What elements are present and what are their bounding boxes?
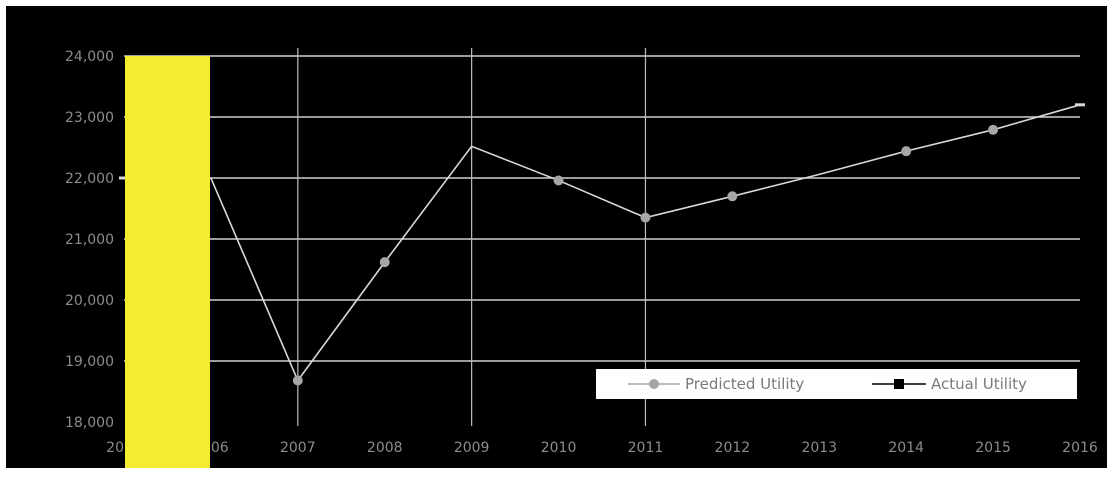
predicted-utility-point-2014 bbox=[901, 146, 912, 157]
gridlines bbox=[124, 55, 1080, 362]
x-tick-label: 2013 bbox=[801, 440, 837, 456]
x-tick-label: 2012 bbox=[715, 440, 751, 456]
actual-utility-marker-2016 bbox=[1075, 103, 1085, 107]
y-axis-tick-labels: 18,000 19,000 20,000 21,000 22,000 23,000 24,0… bbox=[65, 49, 114, 431]
series-line-actual-utility bbox=[124, 104, 1081, 383]
x-tick-label: 2008 bbox=[367, 440, 403, 456]
legend: Predicted Utility Actual Utility bbox=[596, 369, 1077, 399]
actual-utility-marker-2005 bbox=[119, 176, 129, 180]
predicted-utility-point-2008 bbox=[379, 257, 390, 268]
y-tick-label: 20,000 bbox=[65, 293, 114, 309]
x-tick-label: 2011 bbox=[628, 440, 664, 456]
legend-label-actual-utility: Actual Utility bbox=[931, 375, 1027, 393]
x-tick-label: 2016 bbox=[1062, 440, 1098, 456]
series-layer bbox=[119, 103, 1085, 386]
vertical-highlight-lines bbox=[297, 48, 647, 426]
y-tick-label: 21,000 bbox=[65, 232, 114, 248]
predicted-utility-point-2012 bbox=[727, 191, 738, 202]
y-tick-label: 22,000 bbox=[65, 171, 114, 187]
legend-marker-predicted-utility bbox=[649, 379, 659, 389]
predicted-utility-point-2010 bbox=[553, 175, 564, 186]
x-tick-label: 2014 bbox=[888, 440, 924, 456]
y-tick-label: 19,000 bbox=[65, 354, 114, 370]
x-tick-label: 2009 bbox=[454, 440, 490, 456]
predicted-utility-point-2015 bbox=[988, 124, 999, 135]
predicted-utility-point-2011 bbox=[640, 212, 651, 223]
utility-line-chart: 18,000 19,000 20,000 21,000 22,000 23,000 24,0… bbox=[65, 48, 1098, 468]
predicted-utility-point-2007 bbox=[292, 375, 303, 386]
yellow-overlay bbox=[125, 56, 210, 468]
chart-frame: 18,000 19,000 20,000 21,000 22,000 23,000 24,0… bbox=[6, 6, 1107, 468]
y-tick-label: 24,000 bbox=[65, 49, 114, 65]
x-tick-label: 2015 bbox=[975, 440, 1011, 456]
legend-label-predicted-utility: Predicted Utility bbox=[685, 375, 804, 393]
x-tick-label: 2007 bbox=[280, 440, 316, 456]
x-tick-label: 2010 bbox=[541, 440, 577, 456]
x-axis-tick-labels: 2005 2006 2007 2008 2009 2010 2011 2012 2013 2014… bbox=[106, 440, 1098, 456]
y-tick-label: 18,000 bbox=[65, 415, 114, 431]
yellow-overlay-rect bbox=[125, 56, 210, 468]
legend-marker-actual-utility bbox=[894, 379, 904, 389]
y-tick-label: 23,000 bbox=[65, 110, 114, 126]
